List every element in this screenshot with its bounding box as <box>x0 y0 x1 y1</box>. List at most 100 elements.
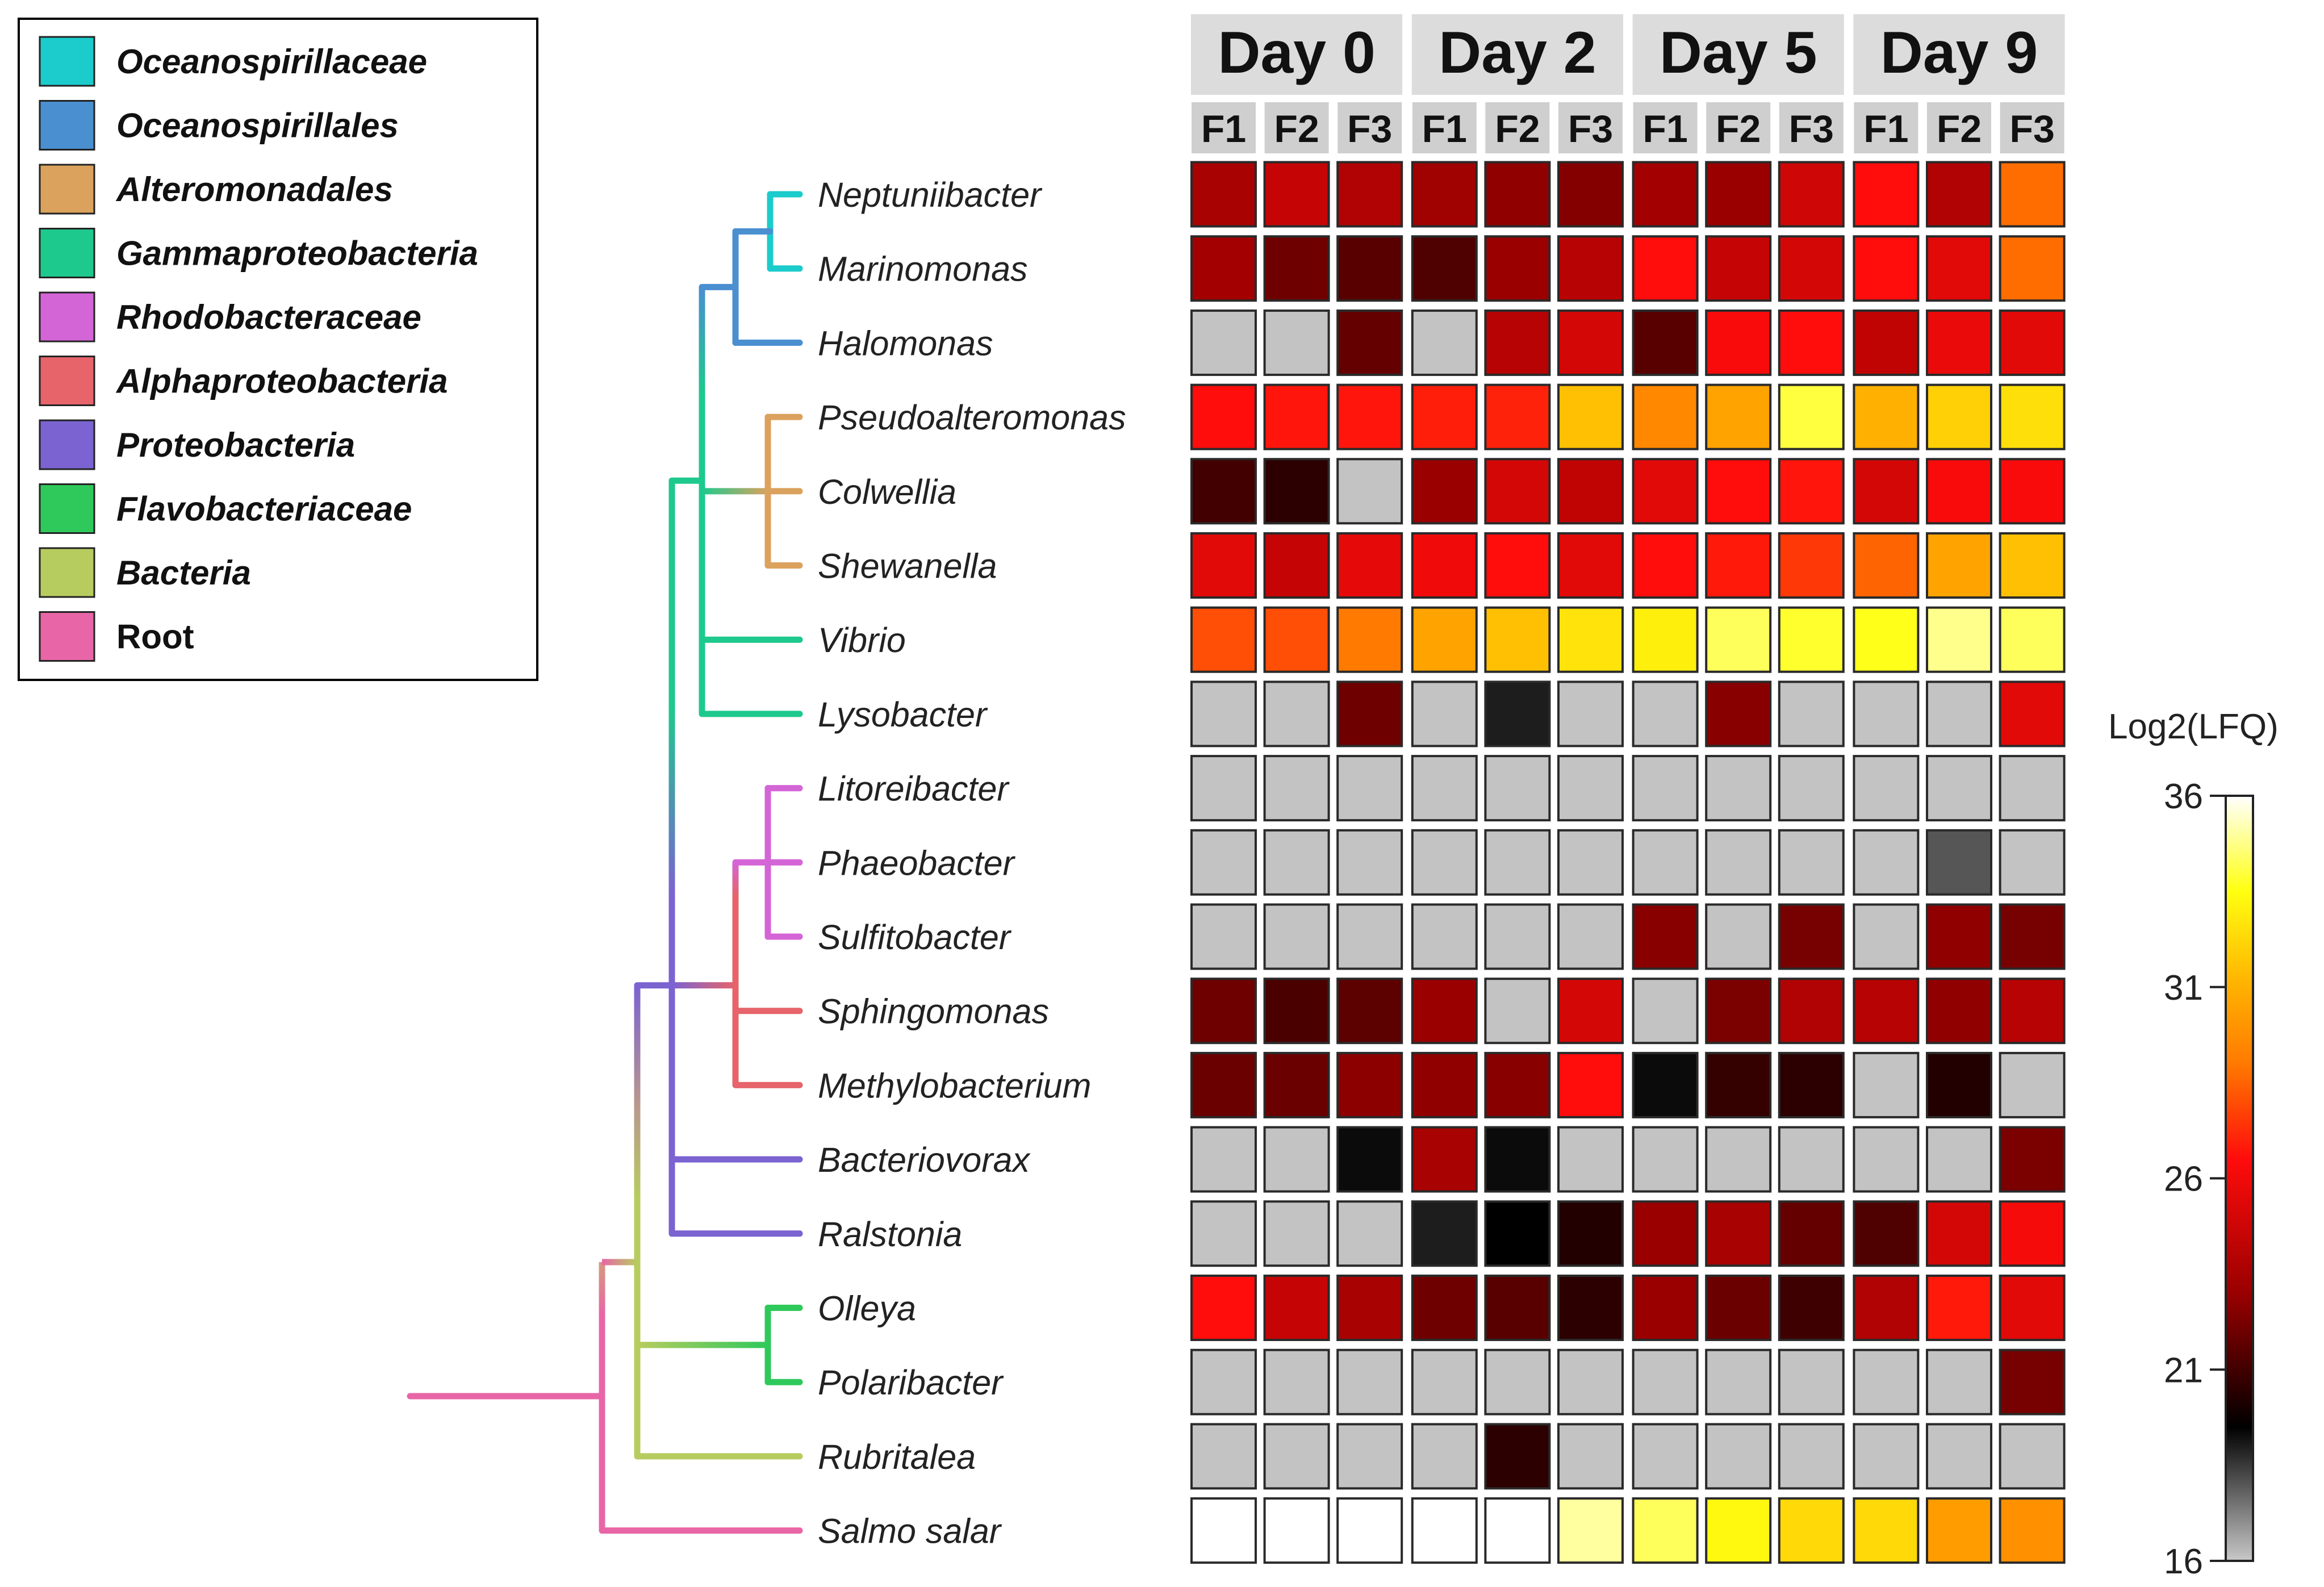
rep-header-bg <box>1706 102 1771 153</box>
taxon-label-polaribacter: Polaribacter <box>818 1363 1004 1402</box>
colorbar-tick-label: 31 <box>2164 968 2203 1008</box>
cell-halomonas-day-9-f1 <box>1853 309 1920 376</box>
cell-litoreibacter-day-2-f3 <box>1557 755 1624 822</box>
cell-methylobacterium-day-0-f1 <box>1190 1051 1257 1118</box>
tree-branch-alphaproteobacteria <box>672 982 735 989</box>
cell-lysobacter-day-5-f2 <box>1705 680 1772 747</box>
rep-header-day-9-f1: F1 <box>1863 107 1908 151</box>
taxon-label-olleya: Olleya <box>818 1289 916 1328</box>
tree-branch-alteromonadales <box>702 488 768 495</box>
legend-label-proteobacteria: Proteobacteria <box>116 426 355 464</box>
cell-neptuniibacter-day-0-f3 <box>1336 161 1403 228</box>
rep-header-bg <box>1558 102 1623 153</box>
cell-olleya-day-2-f3 <box>1557 1275 1624 1341</box>
cell-marinomonas-day-2-f2 <box>1484 235 1551 302</box>
cell-pseudoalteromonas-day-2-f2 <box>1484 383 1551 450</box>
tree-alphaproteobacteria-stem <box>732 862 739 1085</box>
cell-salmo-salar-day-0-f1 <box>1190 1497 1257 1564</box>
cell-neptuniibacter-day-5-f2 <box>1705 161 1772 228</box>
cell-ralstonia-day-2-f1 <box>1411 1200 1478 1267</box>
cell-halomonas-day-2-f3 <box>1557 309 1624 376</box>
cell-ralstonia-day-0-f1 <box>1190 1200 1257 1267</box>
taxon-label-pseudoalteromonas: Pseudoalteromonas <box>818 398 1126 437</box>
cell-litoreibacter-day-9-f1 <box>1853 755 1920 822</box>
legend-label-root: Root <box>116 618 194 656</box>
cell-phaeobacter-day-0-f3 <box>1336 829 1403 896</box>
cell-shewanella-day-9-f3 <box>1999 532 2066 599</box>
colorbar-gradient <box>2225 795 2254 1562</box>
cell-halomonas-day-0-f1 <box>1190 309 1257 376</box>
cell-sphingomonas-day-9-f3 <box>1999 978 2066 1045</box>
taxon-labels: Neptuniibacter Marinomonas Halomonas Pseudo… <box>818 176 1126 1551</box>
colorbar-title: Log2(LFQ) <box>2108 707 2279 746</box>
cell-methylobacterium-day-5-f3 <box>1778 1051 1845 1118</box>
cell-bacteriovorax-day-0-f1 <box>1190 1126 1257 1193</box>
cell-ralstonia-day-9-f3 <box>1999 1200 2066 1267</box>
rep-header-day-0-f3: F3 <box>1347 107 1392 151</box>
cell-methylobacterium-day-2-f2 <box>1484 1051 1551 1118</box>
cell-sulfitobacter-day-2-f2 <box>1484 903 1551 970</box>
cell-halomonas-day-9-f3 <box>1999 309 2066 376</box>
tree-branch-bacteria <box>602 1259 637 1266</box>
cell-phaeobacter-day-0-f2 <box>1263 829 1330 896</box>
cell-phaeobacter-day-5-f2 <box>1705 829 1772 896</box>
cell-neptuniibacter-day-2-f1 <box>1411 161 1478 228</box>
cell-salmo-salar-day-9-f2 <box>1926 1497 1992 1564</box>
legend-label-alphaproteobacteria: Alphaproteobacteria <box>115 362 448 400</box>
tree-proteobacteria-stem <box>668 481 675 1234</box>
rep-header-day-2-f1: F1 <box>1422 107 1467 151</box>
legend-label-flavobacteriaceae: Flavobacteriaceae <box>116 490 412 528</box>
cell-ralstonia-day-0-f2 <box>1263 1200 1330 1267</box>
cell-halomonas-day-5-f2 <box>1705 309 1772 376</box>
cell-sulfitobacter-day-2-f3 <box>1557 903 1624 970</box>
day-header-bg-day-0 <box>1191 14 1403 95</box>
cell-litoreibacter-day-0-f2 <box>1263 755 1330 822</box>
day-header-day-9: Day 9 <box>1880 20 2038 86</box>
cell-vibrio-day-5-f1 <box>1632 606 1699 673</box>
cell-olleya-day-5-f2 <box>1705 1275 1772 1341</box>
cell-pseudoalteromonas-day-9-f2 <box>1926 383 1992 450</box>
cell-litoreibacter-day-5-f2 <box>1705 755 1772 822</box>
colorbar: Log2(LFQ) 16 21 26 31 36 <box>2108 707 2279 1581</box>
cell-marinomonas-day-0-f2 <box>1263 235 1330 302</box>
cell-olleya-day-2-f2 <box>1484 1275 1551 1341</box>
taxonomy-tree <box>407 191 803 1534</box>
cell-bacteriovorax-day-2-f3 <box>1557 1126 1624 1193</box>
cell-sulfitobacter-day-9-f3 <box>1999 903 2066 970</box>
cell-shewanella-day-2-f2 <box>1484 532 1551 599</box>
cell-halomonas-day-5-f3 <box>1778 309 1845 376</box>
cell-ralstonia-day-2-f3 <box>1557 1200 1624 1267</box>
cell-olleya-day-5-f1 <box>1632 1275 1699 1341</box>
legend-label-rhodobacteraceae: Rhodobacteraceae <box>116 298 421 336</box>
cell-lysobacter-day-9-f3 <box>1999 680 2066 747</box>
cell-colwellia-day-9-f1 <box>1853 458 1920 525</box>
cell-pseudoalteromonas-day-9-f1 <box>1853 383 1920 450</box>
legend-swatch-oceanospirillales <box>39 100 95 151</box>
rep-header-bg <box>1927 102 1991 153</box>
cell-lysobacter-day-2-f3 <box>1557 680 1624 747</box>
taxon-label-halomonas: Halomonas <box>818 324 993 362</box>
cell-sulfitobacter-day-2-f1 <box>1411 903 1478 970</box>
cell-vibrio-day-0-f3 <box>1336 606 1403 673</box>
legend-swatch-gammaproteobacteria <box>39 228 95 278</box>
cell-shewanella-day-5-f1 <box>1632 532 1699 599</box>
cell-polaribacter-day-5-f2 <box>1705 1348 1772 1415</box>
cell-polaribacter-day-0-f3 <box>1336 1348 1403 1415</box>
taxon-label-salmo-salar: Salmo salar <box>818 1512 1002 1551</box>
tree-gammaproteobacteria-stem <box>699 287 705 714</box>
cell-pseudoalteromonas-day-5-f1 <box>1632 383 1699 450</box>
rep-header-bg <box>1264 102 1329 153</box>
colorbar-tick-label: 16 <box>2164 1542 2203 1581</box>
cell-ralstonia-day-9-f2 <box>1926 1200 1992 1267</box>
cell-neptuniibacter-day-5-f3 <box>1778 161 1845 228</box>
cell-shewanella-day-0-f2 <box>1263 532 1330 599</box>
cell-olleya-day-0-f1 <box>1190 1275 1257 1341</box>
legend-label-oceanospirillales: Oceanospirillales <box>116 107 399 145</box>
cell-colwellia-day-0-f2 <box>1263 458 1330 525</box>
day-header-day-5: Day 5 <box>1660 20 1817 86</box>
cell-marinomonas-day-0-f3 <box>1336 235 1403 302</box>
cell-phaeobacter-day-9-f2 <box>1926 829 1992 896</box>
legend-label-oceanospirillaceae: Oceanospirillaceae <box>116 43 427 81</box>
cell-salmo-salar-day-0-f3 <box>1336 1497 1403 1564</box>
cell-bacteriovorax-day-9-f3 <box>1999 1126 2066 1193</box>
